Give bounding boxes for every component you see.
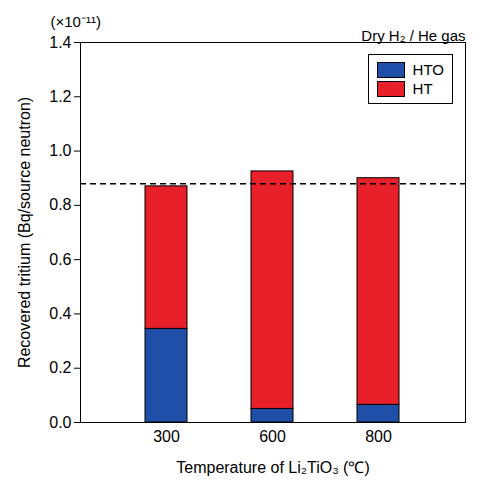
svg-text:Dry H₂ / He gas: Dry H₂ / He gas: [361, 27, 465, 44]
svg-text:1.2: 1.2: [49, 88, 71, 105]
svg-text:300: 300: [153, 428, 180, 445]
svg-text:0.0: 0.0: [49, 414, 71, 431]
svg-text:0.6: 0.6: [49, 251, 71, 268]
svg-text:0.8: 0.8: [49, 196, 71, 213]
html-text:HT: HT: [412, 80, 433, 97]
svg-text:Temperature of Li₂TiO₃ (℃): Temperature of Li₂TiO₃ (℃): [176, 459, 370, 476]
svg-text:(×10⁻¹¹): (×10⁻¹¹): [51, 13, 101, 30]
html-text:HTO: HTO: [412, 61, 444, 78]
svg-text:800: 800: [365, 428, 392, 445]
svg-text:Recovered tritium (Bq/source n: Recovered tritium (Bq/source neutron): [16, 97, 33, 368]
svg-text:1.4: 1.4: [49, 34, 71, 51]
svg-text:0.2: 0.2: [49, 359, 71, 376]
svg-text:0.4: 0.4: [49, 305, 71, 322]
svg-text:1.0: 1.0: [49, 142, 71, 159]
svg-text:600: 600: [259, 428, 286, 445]
